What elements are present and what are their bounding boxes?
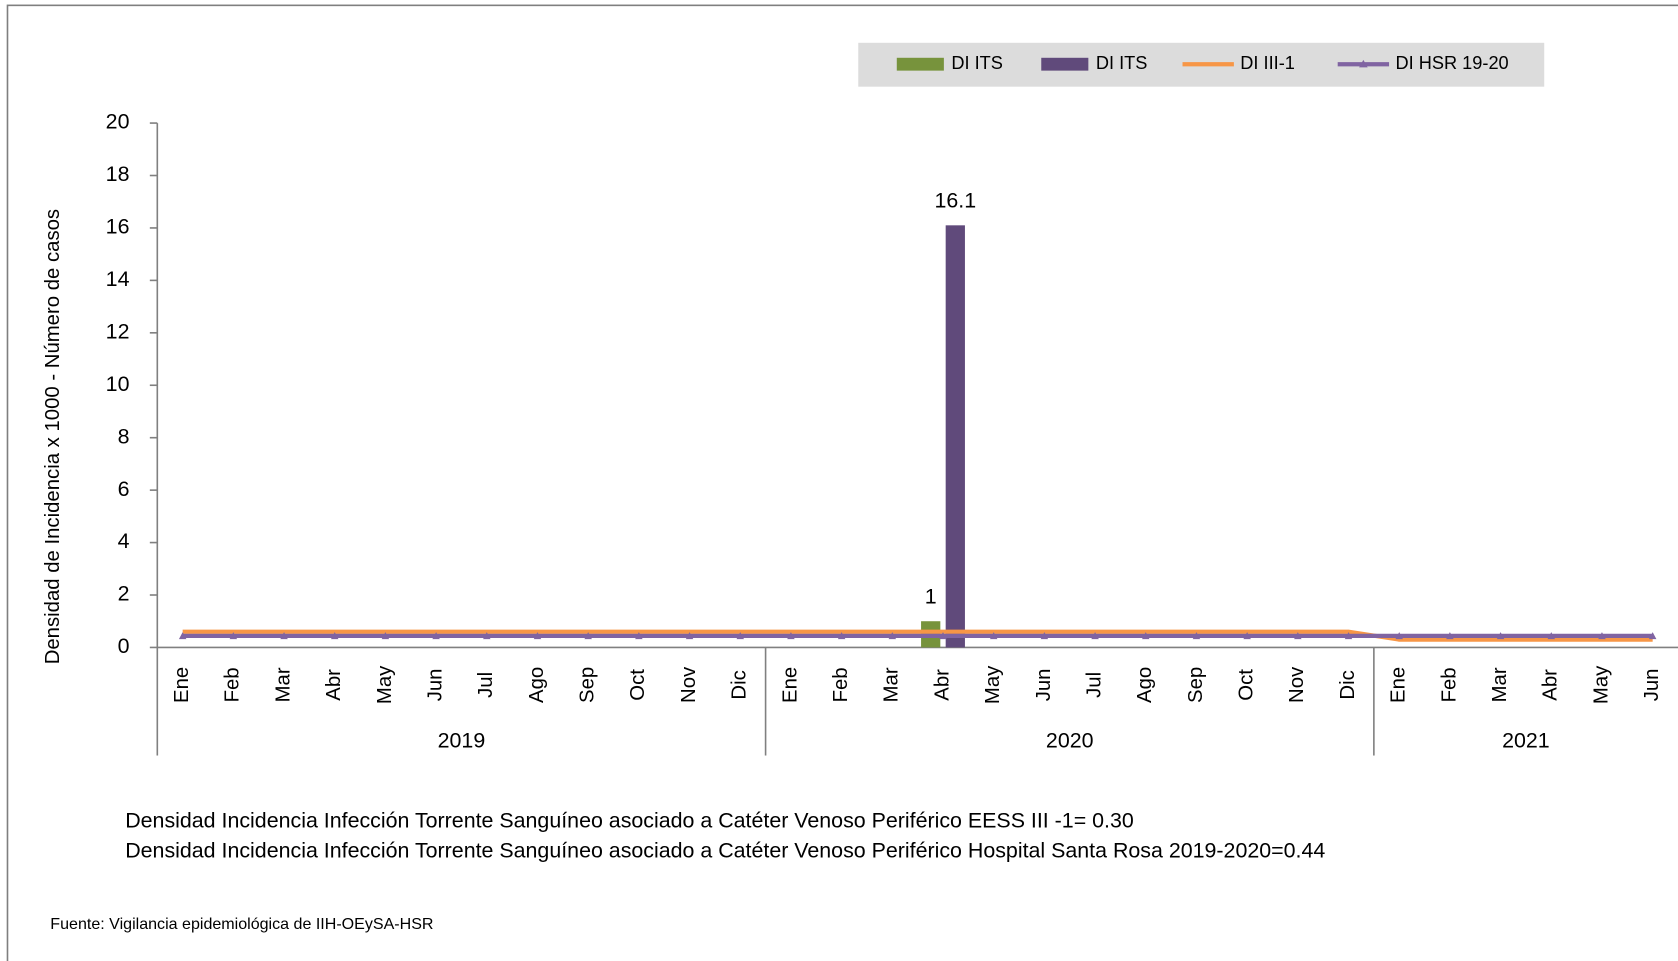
marker xyxy=(432,632,440,640)
x-tick-label: Dic xyxy=(1337,670,1359,699)
bar xyxy=(945,225,965,648)
marker xyxy=(533,632,542,640)
x-tick-label: Nov xyxy=(1286,666,1308,703)
x-tick-label: Jul xyxy=(1083,672,1105,698)
marker xyxy=(1446,632,1454,640)
annotation: Densidad Incidencia Infección Torrente S… xyxy=(125,809,1134,833)
marker xyxy=(280,632,288,640)
y-tick-label: 2 xyxy=(118,582,130,606)
line xyxy=(182,629,1653,642)
x-tick-label: Jul xyxy=(475,672,497,698)
marker xyxy=(330,632,339,640)
y-tick-label: 8 xyxy=(118,424,130,448)
legend-label: DI HSR 19-20 xyxy=(1395,53,1508,73)
x-tick-label: Mar xyxy=(272,667,294,702)
marker xyxy=(989,632,998,640)
x-tick-label: Feb xyxy=(830,667,852,702)
marker xyxy=(1040,632,1049,640)
x-tick-label: Feb xyxy=(222,667,244,702)
y-tick-label: 10 xyxy=(106,372,130,396)
x-tick-label: Jun xyxy=(424,669,446,702)
x-tick-label: Ene xyxy=(779,667,801,703)
y-tick-label: 0 xyxy=(118,634,130,658)
x-tick-label: Oct xyxy=(627,669,649,701)
x-tick-label: Ago xyxy=(1134,667,1156,703)
x-tick-label: Oct xyxy=(1236,669,1258,701)
y-tick-label: 20 xyxy=(106,110,130,134)
marker xyxy=(1496,632,1505,640)
marker xyxy=(584,632,592,640)
legend-marker xyxy=(1359,59,1368,68)
x-tick-label: Dic xyxy=(729,670,751,699)
marker xyxy=(229,632,238,640)
marker xyxy=(1142,632,1150,640)
x-group-label: 2021 xyxy=(1502,728,1550,752)
x-tick-label: Abr xyxy=(1540,669,1562,701)
x-tick-label: Nov xyxy=(678,666,700,703)
data-label: 16.1 xyxy=(934,188,976,212)
marker xyxy=(1598,632,1606,640)
x-tick-label: Mar xyxy=(1489,667,1511,702)
y-tick-label: 4 xyxy=(118,529,130,553)
marker xyxy=(685,632,694,640)
marker xyxy=(1648,632,1657,640)
legend-label: DI ITS xyxy=(951,53,1003,73)
x-tick-label: Sep xyxy=(1185,667,1207,703)
chart-border xyxy=(6,4,1678,961)
marker xyxy=(381,632,390,640)
marker xyxy=(1547,632,1556,640)
annotation: Densidad Incidencia Infección Torrente S… xyxy=(125,839,1325,863)
marker xyxy=(178,632,187,640)
legend-swatch xyxy=(896,57,944,71)
x-tick-label: Abr xyxy=(323,669,345,701)
x-group-label: 2020 xyxy=(1046,728,1094,752)
marker xyxy=(483,632,491,640)
x-tick-label: Ago xyxy=(526,667,548,703)
marker xyxy=(1192,632,1201,640)
marker xyxy=(1294,632,1302,640)
x-tick-label: Jun xyxy=(1641,669,1663,702)
source-note: Fuente: Vigilancia epidemiológica de IIH… xyxy=(50,915,433,933)
x-tick-label: May xyxy=(1590,665,1612,704)
x-tick-label: Ene xyxy=(1388,667,1410,703)
marker xyxy=(939,632,947,640)
y-axis-label: Densidad de Incidencia x 1000 - Número d… xyxy=(42,209,64,664)
marker xyxy=(1091,632,1099,640)
marker xyxy=(1344,632,1353,640)
y-tick-label: 14 xyxy=(106,267,130,291)
marker xyxy=(1243,632,1251,640)
y-tick-label: 12 xyxy=(106,319,130,343)
legend-label: DI ITS xyxy=(1096,53,1148,73)
marker xyxy=(837,632,846,640)
x-tick-label: Jun xyxy=(1033,669,1055,702)
marker xyxy=(635,632,643,640)
x-tick-label: May xyxy=(982,665,1004,704)
marker xyxy=(787,632,795,640)
legend-swatch xyxy=(1041,57,1089,71)
data-label: 1 xyxy=(925,584,937,608)
x-tick-label: May xyxy=(374,665,396,704)
marker xyxy=(1395,632,1403,640)
y-tick-label: 6 xyxy=(118,477,130,501)
marker xyxy=(736,632,744,640)
y-tick-label: 16 xyxy=(106,215,130,239)
x-tick-label: Mar xyxy=(881,667,903,702)
y-tick-label: 18 xyxy=(106,162,130,186)
x-group-label: 2019 xyxy=(438,728,486,752)
x-tick-label: Sep xyxy=(577,667,599,703)
x-tick-label: Abr xyxy=(931,669,953,701)
legend-label: DI III-1 xyxy=(1240,53,1295,73)
x-tick-label: Feb xyxy=(1438,667,1460,702)
marker xyxy=(888,632,897,640)
x-tick-label: Ene xyxy=(171,667,193,703)
